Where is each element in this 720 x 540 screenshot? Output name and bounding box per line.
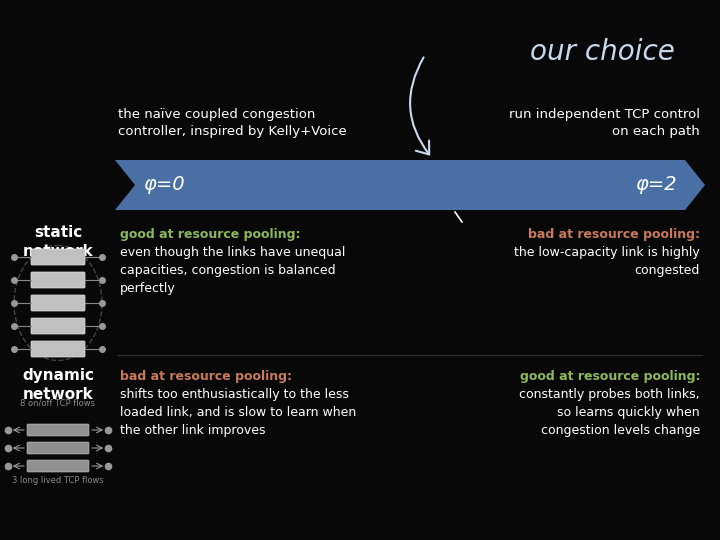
Text: φ=0: φ=0 <box>143 176 184 194</box>
FancyBboxPatch shape <box>31 318 85 334</box>
Text: run independent TCP control
on each path: run independent TCP control on each path <box>509 108 700 138</box>
FancyBboxPatch shape <box>31 249 85 265</box>
Text: bad at resource pooling:: bad at resource pooling: <box>528 228 700 241</box>
Text: good at resource pooling:: good at resource pooling: <box>120 228 300 241</box>
FancyBboxPatch shape <box>31 341 85 357</box>
Text: bad at resource pooling:: bad at resource pooling: <box>120 370 292 383</box>
Text: dynamic
network: dynamic network <box>22 368 94 402</box>
Text: our choice: our choice <box>530 38 675 66</box>
Text: static
network: static network <box>22 225 94 259</box>
Polygon shape <box>115 160 705 210</box>
Text: 3 long lived TCP flows: 3 long lived TCP flows <box>12 476 104 485</box>
Text: φ=2: φ=2 <box>635 176 677 194</box>
Text: 8 on/off TCP flows: 8 on/off TCP flows <box>20 398 96 407</box>
Text: the naïve coupled congestion
controller, inspired by Kelly+Voice: the naïve coupled congestion controller,… <box>118 108 347 138</box>
Text: even though the links have unequal
capacities, congestion is balanced
perfectly: even though the links have unequal capac… <box>120 246 346 295</box>
FancyArrowPatch shape <box>410 57 429 154</box>
FancyBboxPatch shape <box>31 295 85 311</box>
FancyBboxPatch shape <box>27 460 89 472</box>
FancyBboxPatch shape <box>27 424 89 436</box>
FancyBboxPatch shape <box>31 272 85 288</box>
FancyBboxPatch shape <box>27 442 89 454</box>
Text: shifts too enthusiastically to the less
loaded link, and is slow to learn when
t: shifts too enthusiastically to the less … <box>120 388 356 437</box>
Text: constantly probes both links,
so learns quickly when
congestion levels change: constantly probes both links, so learns … <box>519 388 700 437</box>
Text: good at resource pooling:: good at resource pooling: <box>520 370 700 383</box>
Text: the low-capacity link is highly
congested: the low-capacity link is highly congeste… <box>514 246 700 277</box>
